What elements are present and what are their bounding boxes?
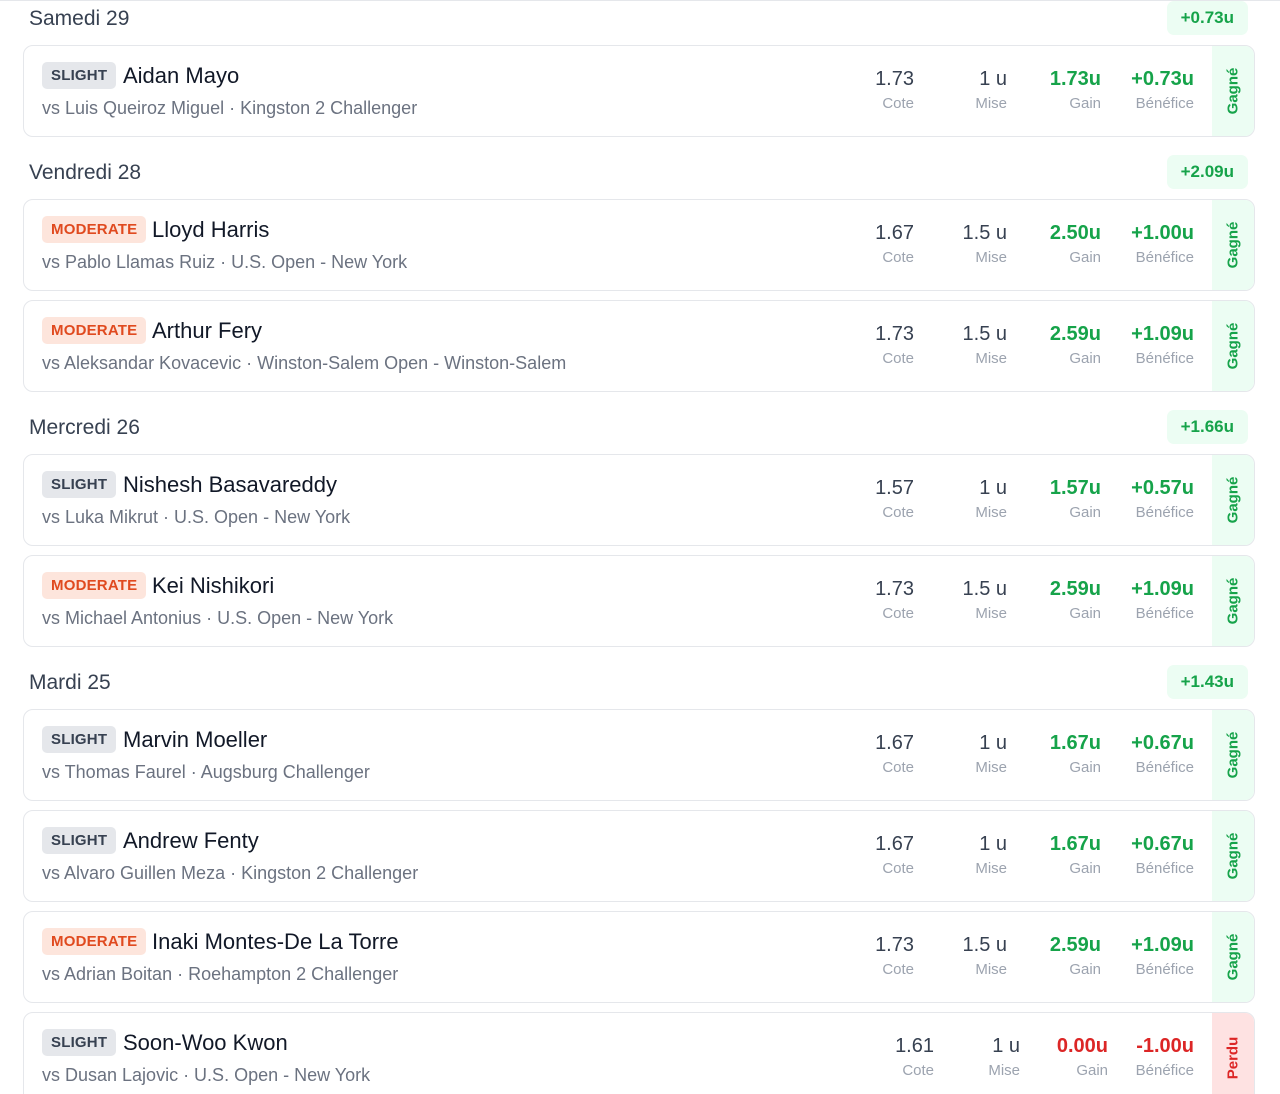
profit-stat: +1.09u Bénéfice [1131, 323, 1194, 367]
day-title: Samedi 29 [29, 7, 130, 30]
day-title: Vendredi 28 [29, 161, 142, 184]
match-info: vs Aleksandar Kovacevic · Winston-Salem … [42, 353, 567, 373]
odds-stat: 1.61 Cote [895, 1035, 934, 1079]
match-info: vs Michael Antonius · U.S. Open - New Yo… [42, 608, 394, 628]
stake-stat: 1 u Mise [975, 477, 1007, 521]
result-tag: Gagné [1212, 912, 1254, 1002]
payout-stat: 2.50u Gain [1049, 222, 1101, 266]
match-info: vs Pablo Llamas Ruiz · U.S. Open - New Y… [42, 252, 408, 272]
day-header: Mercredi 26 +1.66u [0, 410, 1280, 450]
profit-stat: +1.09u Bénéfice [1131, 934, 1194, 978]
bet-card[interactable]: SLIGHT Soon-Woo Kwon vs Dusan Lajovic · … [23, 1012, 1255, 1094]
bet-card[interactable]: SLIGHT Nishesh Basavareddy vs Luka Mikru… [23, 454, 1255, 546]
confidence-badge: MODERATE [42, 216, 147, 243]
player-name: Inaki Montes-De La Torre [152, 929, 399, 954]
player-name: Soon-Woo Kwon [123, 1030, 288, 1055]
stake-stat: 1 u Mise [975, 732, 1007, 776]
confidence-badge: MODERATE [42, 572, 147, 599]
player-name: Aidan Mayo [123, 63, 240, 88]
match-info: vs Adrian Boitan · Roehampton 2 Challeng… [42, 964, 399, 984]
result-tag: Gagné [1212, 200, 1254, 290]
odds-stat: 1.73 Cote [875, 323, 914, 367]
profit-stat: +0.57u Bénéfice [1131, 477, 1194, 521]
top-divider [0, 0, 1280, 1]
stake-stat: 1.5 u Mise [962, 323, 1007, 367]
payout-stat: 1.67u Gain [1049, 833, 1101, 877]
stake-stat: 1 u Mise [975, 68, 1007, 112]
player-name: Andrew Fenty [123, 828, 259, 853]
bet-card[interactable]: MODERATE Arthur Fery vs Aleksandar Kovac… [23, 300, 1255, 392]
payout-stat: 1.73u Gain [1049, 68, 1101, 112]
player-name: Nishesh Basavareddy [123, 472, 338, 497]
profit-stat: +0.73u Bénéfice [1131, 68, 1194, 112]
player-name: Marvin Moeller [123, 727, 268, 752]
odds-stat: 1.67 Cote [875, 222, 914, 266]
odds-stat: 1.73 Cote [875, 578, 914, 622]
day-header: Mardi 25 +1.43u [0, 665, 1280, 705]
match-info: vs Dusan Lajovic · U.S. Open - New York [42, 1065, 371, 1085]
payout-stat: 2.59u Gain [1049, 934, 1101, 978]
confidence-badge: SLIGHT [42, 827, 117, 854]
profit-stat: +1.00u Bénéfice [1131, 222, 1194, 266]
profit-stat: +0.67u Bénéfice [1131, 732, 1194, 776]
result-tag: Perdu [1212, 1013, 1254, 1094]
odds-stat: 1.57 Cote [875, 477, 914, 521]
day-total-badge: +1.66u [1166, 410, 1248, 444]
confidence-badge: SLIGHT [42, 726, 117, 753]
bet-card[interactable]: MODERATE Inaki Montes-De La Torre vs Adr… [23, 911, 1255, 1003]
result-tag: Gagné [1212, 301, 1254, 391]
match-info: vs Alvaro Guillen Meza · Kingston 2 Chal… [42, 863, 419, 883]
day-header: Vendredi 28 +2.09u [0, 155, 1280, 195]
confidence-badge: SLIGHT [42, 1029, 117, 1056]
payout-stat: 1.67u Gain [1049, 732, 1101, 776]
odds-stat: 1.73 Cote [875, 934, 914, 978]
stake-stat: 1 u Mise [975, 833, 1007, 877]
bet-card[interactable]: MODERATE Lloyd Harris vs Pablo Llamas Ru… [23, 199, 1255, 291]
stake-stat: 1.5 u Mise [962, 934, 1007, 978]
stake-stat: 1 u Mise [988, 1035, 1020, 1079]
match-info: vs Thomas Faurel · Augsburg Challenger [42, 762, 370, 782]
confidence-badge: SLIGHT [42, 62, 117, 89]
stake-stat: 1.5 u Mise [962, 578, 1007, 622]
result-tag: Gagné [1212, 710, 1254, 800]
bet-card[interactable]: MODERATE Kei Nishikori vs Michael Antoni… [23, 555, 1255, 647]
odds-stat: 1.67 Cote [875, 833, 914, 877]
result-tag: Gagné [1212, 455, 1254, 545]
profit-stat: -1.00u Bénéfice [1135, 1035, 1194, 1079]
confidence-badge: MODERATE [42, 928, 147, 955]
confidence-badge: SLIGHT [42, 471, 117, 498]
odds-stat: 1.73 Cote [875, 68, 914, 112]
match-info: vs Luis Queiroz Miguel · Kingston 2 Chal… [42, 98, 418, 118]
day-title: Mardi 25 [29, 671, 111, 694]
bet-card[interactable]: SLIGHT Marvin Moeller vs Thomas Faurel ·… [23, 709, 1255, 801]
day-total-badge: +1.43u [1166, 665, 1248, 699]
day-total-badge: +2.09u [1166, 155, 1248, 189]
bet-card[interactable]: SLIGHT Andrew Fenty vs Alvaro Guillen Me… [23, 810, 1255, 902]
profit-stat: +0.67u Bénéfice [1131, 833, 1194, 877]
payout-stat: 0.00u Gain [1056, 1035, 1108, 1079]
day-title: Mercredi 26 [29, 416, 140, 439]
profit-stat: +1.09u Bénéfice [1131, 578, 1194, 622]
player-name: Kei Nishikori [152, 573, 275, 598]
stake-stat: 1.5 u Mise [962, 222, 1007, 266]
player-name: Arthur Fery [152, 318, 263, 343]
odds-stat: 1.67 Cote [875, 732, 914, 776]
match-info: vs Luka Mikrut · U.S. Open - New York [42, 507, 351, 527]
result-tag: Gagné [1212, 556, 1254, 646]
day-header: Samedi 29 +0.73u [0, 1, 1280, 41]
payout-stat: 2.59u Gain [1049, 323, 1101, 367]
player-name: Lloyd Harris [152, 217, 270, 242]
result-tag: Gagné [1212, 811, 1254, 901]
day-total-badge: +0.73u [1166, 1, 1248, 35]
confidence-badge: MODERATE [42, 317, 147, 344]
result-tag: Gagné [1212, 46, 1254, 136]
bet-card[interactable]: SLIGHT Aidan Mayo vs Luis Queiroz Miguel… [23, 45, 1255, 137]
payout-stat: 2.59u Gain [1049, 578, 1101, 622]
payout-stat: 1.57u Gain [1049, 477, 1101, 521]
